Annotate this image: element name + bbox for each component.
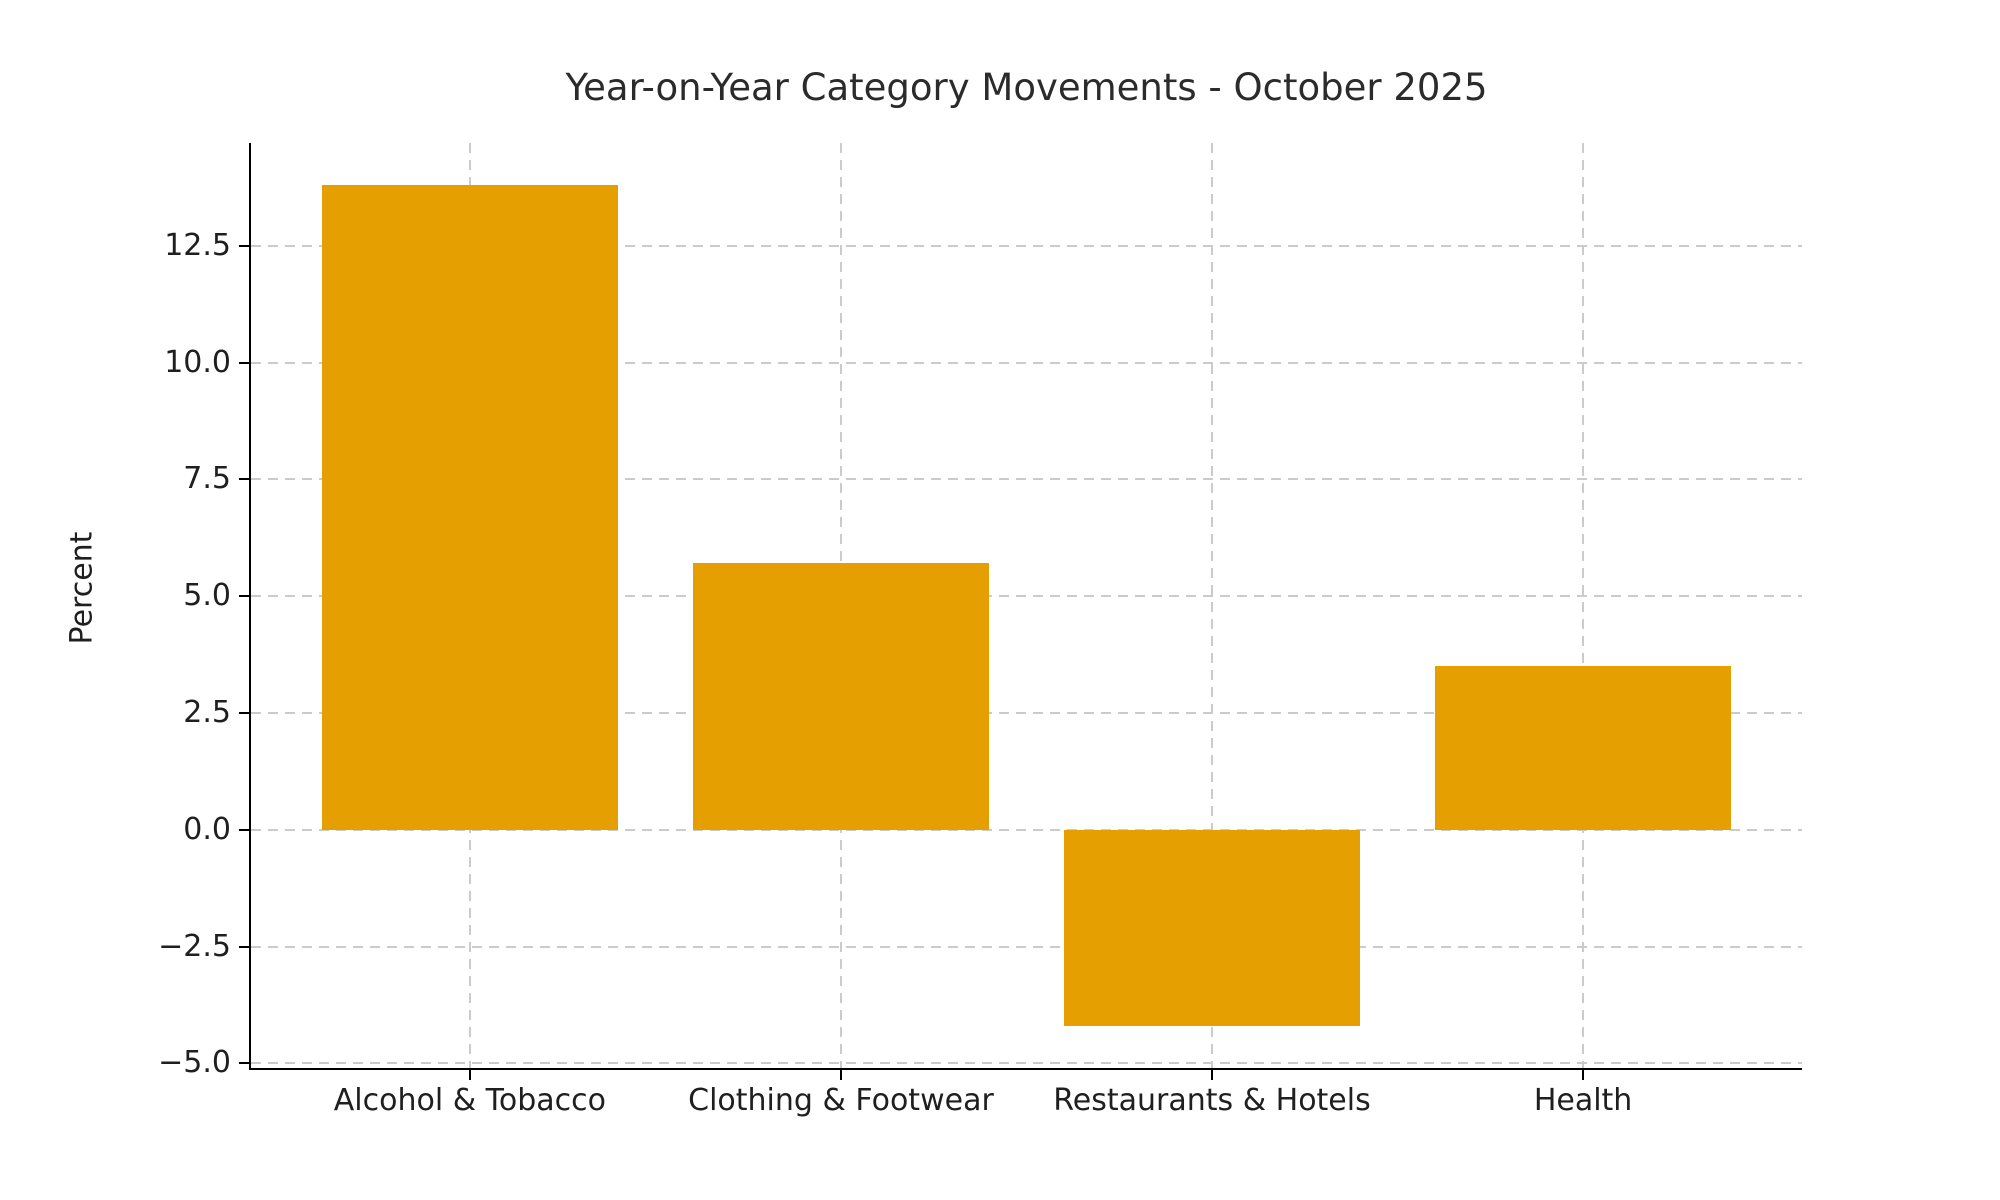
y-gridline — [251, 711, 1802, 714]
x-tick-mark — [1211, 1068, 1214, 1080]
y-tick-mark — [239, 828, 251, 831]
y-tick-mark — [239, 945, 251, 948]
x-tick-mark — [1582, 1068, 1585, 1080]
chart-title: Year-on-Year Category Movements - Octobe… — [565, 66, 1488, 109]
y-gridline — [251, 945, 1802, 948]
y-gridline — [251, 595, 1802, 598]
y-tick-mark — [239, 478, 251, 481]
bar-health — [1434, 666, 1732, 830]
x-tick-label: Health — [1533, 1083, 1633, 1118]
y-gridline — [251, 244, 1802, 247]
y-tick-label: 10.0 — [164, 344, 231, 380]
x-tick-label: Restaurants & Hotels — [1053, 1083, 1371, 1118]
y-tick-label: 5.0 — [183, 578, 231, 614]
x-tick-mark — [468, 1068, 471, 1080]
x-tick-label: Alcohol & Tobacco — [333, 1083, 607, 1118]
y-tick-label: −2.5 — [158, 928, 231, 964]
plot-area — [249, 143, 1802, 1070]
bar-restaurants-hotels — [1063, 829, 1361, 1026]
y-tick-mark — [239, 595, 251, 598]
y-tick-mark — [239, 711, 251, 714]
x-axis-spine — [249, 1068, 1802, 1070]
x-tick-mark — [839, 1068, 842, 1080]
y-tick-mark — [239, 1062, 251, 1065]
y-tick-label: 12.5 — [164, 227, 231, 263]
bar-alcohol-tobacco — [321, 185, 619, 830]
y-tick-label: 0.0 — [183, 811, 231, 847]
x-tick-label: Clothing & Footwear — [688, 1083, 994, 1118]
y-gridline — [251, 478, 1802, 481]
y-gridline — [251, 361, 1802, 364]
y-tick-mark — [239, 361, 251, 364]
y-gridline — [251, 828, 1802, 831]
y-gridline — [251, 1062, 1802, 1065]
y-tick-mark — [239, 244, 251, 247]
y-tick-label: 2.5 — [183, 694, 231, 730]
bar-clothing-footwear — [692, 563, 990, 830]
y-axis-spine — [249, 143, 251, 1068]
y-tick-label: −5.0 — [158, 1045, 231, 1081]
x-gridline — [1582, 143, 1585, 1068]
x-gridline — [1211, 143, 1214, 1068]
y-tick-label: 7.5 — [183, 461, 231, 497]
